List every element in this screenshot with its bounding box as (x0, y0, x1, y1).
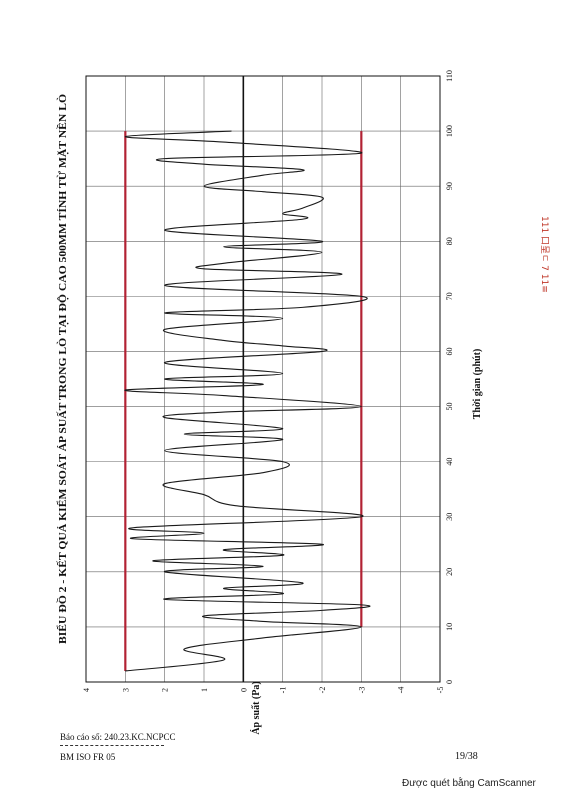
page-number: 19/38 (455, 751, 478, 762)
x-tick-label: 70 (445, 292, 454, 300)
x-tick-label: 110 (445, 70, 454, 82)
footer-divider (60, 745, 164, 746)
form-code: BM ISO FR 05 (60, 752, 116, 762)
x-tick-labels: 0 10 20 30 40 50 60 70 80 90 100 110 (445, 70, 454, 684)
x-tick-label: 0 (445, 680, 454, 684)
chart-title: BIỂU ĐỒ 2 - KẾT QUẢ KIỂM SOÁT ÁP SUẤT TR… (56, 94, 69, 644)
x-tick-label: 10 (445, 623, 454, 631)
y-tick-label: 1 (200, 688, 209, 692)
x-axis-label: Thời gian (phút) (472, 349, 483, 420)
x-tick-label: 50 (445, 403, 454, 411)
y-tick-labels: 4 3 2 1 0 -1 -2 -3 -4 -5 (82, 687, 445, 694)
y-tick-label: -5 (436, 687, 445, 694)
x-tick-label: 100 (445, 125, 454, 137)
report-number: Báo cáo số: 240.23.KC.NCPCC (60, 732, 176, 742)
plot-border (85, 75, 441, 683)
y-tick-label: 2 (161, 688, 170, 692)
x-tick-label: 40 (445, 458, 454, 466)
plot-frame (85, 75, 441, 683)
y-tick-label: -4 (397, 687, 406, 694)
limit-lines (124, 131, 363, 671)
handwritten-stamp: 111 口呈ㄷ 7 11≡ (539, 216, 550, 293)
series-lines (124, 130, 371, 672)
stamp-text: 111 口呈ㄷ 7 11≡ (539, 216, 550, 293)
x-tick-label: 80 (445, 237, 454, 245)
y-tick-label: 4 (82, 688, 91, 692)
y-tick-label: -3 (357, 687, 366, 694)
y-axis-label: Áp suất (Pa) (250, 681, 262, 734)
x-tick-label: 90 (445, 182, 454, 190)
x-tick-label: 60 (445, 347, 454, 355)
y-tick-label: 0 (239, 688, 248, 692)
series-line (124, 130, 371, 672)
y-tick-label: -2 (318, 687, 327, 694)
y-tick-label: 3 (121, 688, 130, 692)
scanner-watermark: Được quét bằng CamScanner (402, 778, 536, 789)
x-tick-label: 30 (445, 513, 454, 521)
x-tick-label: 20 (445, 568, 454, 576)
y-tick-label: -1 (279, 687, 288, 694)
